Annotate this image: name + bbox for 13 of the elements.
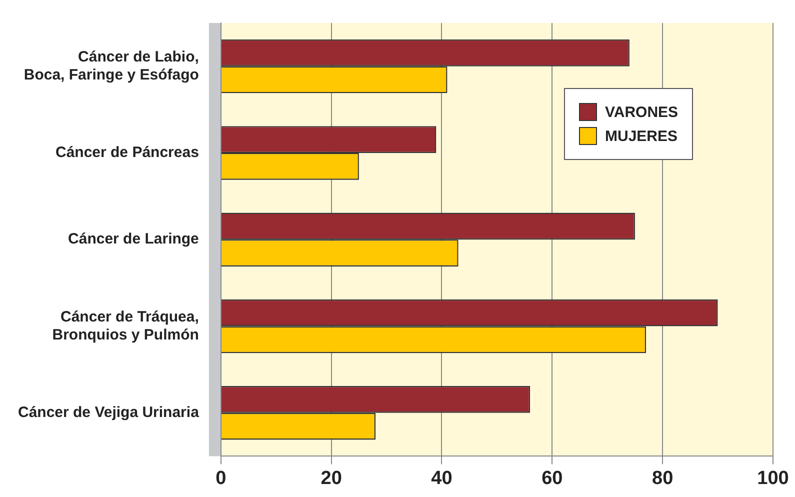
y-tick-label: Cáncer de Páncreas bbox=[55, 144, 199, 162]
y-tick-label: Cáncer de Laringe bbox=[68, 230, 199, 248]
y-tick-label: Cáncer de Labio, Boca, Faringe y Esófago bbox=[24, 48, 199, 84]
x-tick-label: 20 bbox=[320, 468, 342, 489]
legend-label: VARONES bbox=[605, 104, 678, 120]
x-tick-label: 0 bbox=[216, 468, 226, 489]
x-tick-label: 40 bbox=[431, 468, 452, 489]
x-tick-label: 60 bbox=[542, 468, 563, 489]
legend-label: MUJERES bbox=[605, 128, 678, 144]
x-tick-label: 100 bbox=[757, 468, 789, 489]
x-tick-label: 80 bbox=[652, 468, 674, 489]
y-tick-label: Cáncer de Tráquea, Bronquios y Pulmón bbox=[52, 308, 199, 344]
y-tick-label: Cáncer de Vejiga Urinaria bbox=[18, 404, 200, 422]
